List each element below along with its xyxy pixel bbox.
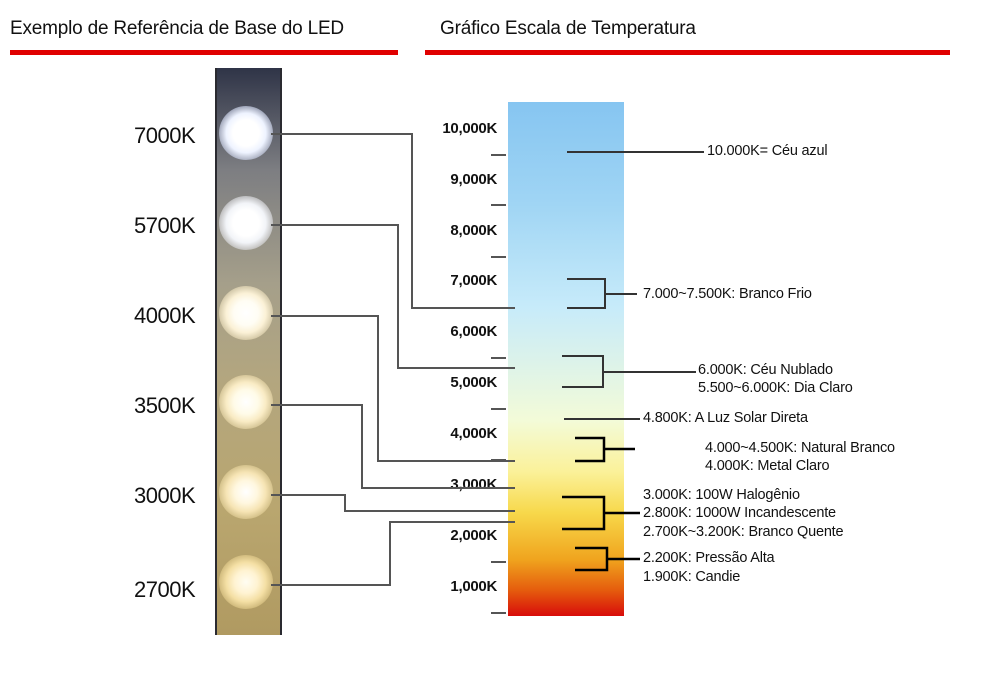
scale-label-10000k: 10,000K bbox=[442, 120, 497, 137]
led-3000k-light bbox=[219, 465, 273, 519]
annotation-natural-white: 4.000~4.500K: Natural Branco bbox=[705, 440, 895, 456]
led-label-7000k: 7000K bbox=[134, 123, 196, 148]
annotation-metal-halide: 4.000K: Metal Claro bbox=[705, 458, 830, 474]
led-label-3500k: 3500K bbox=[134, 393, 196, 418]
annotation-direct-sunlight: 4.800K: A Luz Solar Direta bbox=[643, 410, 808, 426]
annotation-clear-day: 5.500~6.000K: Dia Claro bbox=[698, 380, 853, 396]
annotation-high-pressure: 2.200K: Pressão Alta bbox=[643, 550, 775, 566]
led-strip bbox=[215, 68, 282, 635]
annotation-cool-white: 7.000~7.500K: Branco Frio bbox=[643, 286, 812, 302]
annotation-10000k-blue-sky: 10.000K= Céu azul bbox=[707, 143, 828, 159]
led-5700k-light bbox=[219, 196, 273, 250]
scale-label-7000k: 7,000K bbox=[450, 272, 497, 289]
annotation-warm-white: 2.700K~3.200K: Branco Quente bbox=[643, 524, 844, 540]
led-label-5700k: 5700K bbox=[134, 213, 196, 238]
led-label-4000k: 4000K bbox=[134, 303, 196, 328]
led-reference-header: Exemplo de Referência de Base do LED bbox=[10, 18, 344, 39]
annotation-incandescent: 2.800K: 1000W Incandescente bbox=[643, 505, 836, 521]
right-header-underline bbox=[425, 50, 950, 55]
led-4000k-light bbox=[219, 286, 273, 340]
left-header-underline bbox=[10, 50, 398, 55]
scale-label-9000k: 9,000K bbox=[450, 171, 497, 188]
annotation-halogen: 3.000K: 100W Halogênio bbox=[643, 487, 800, 503]
led-7000k-light bbox=[219, 106, 273, 160]
temperature-scale-header: Gráfico Escala de Temperatura bbox=[440, 18, 696, 39]
led-3500k-light bbox=[219, 375, 273, 429]
annotation-candle: 1.900K: Candie bbox=[643, 569, 741, 585]
scale-label-1000k: 1,000K bbox=[450, 578, 497, 595]
scale-label-5000k: 5,000K bbox=[450, 374, 497, 391]
scale-label-2000k: 2,000K bbox=[450, 527, 497, 544]
scale-label-6000k: 6,000K bbox=[450, 323, 497, 340]
temperature-color-scale bbox=[508, 102, 624, 616]
led-label-3000k: 3000K bbox=[134, 483, 196, 508]
led-2700k-light bbox=[219, 555, 273, 609]
scale-label-4000k: 4,000K bbox=[450, 425, 497, 442]
scale-label-8000k: 8,000K bbox=[450, 222, 497, 239]
annotation-cloudy-sky: 6.000K: Céu Nublado bbox=[698, 362, 833, 378]
led-label-2700k: 2700K bbox=[134, 577, 196, 602]
